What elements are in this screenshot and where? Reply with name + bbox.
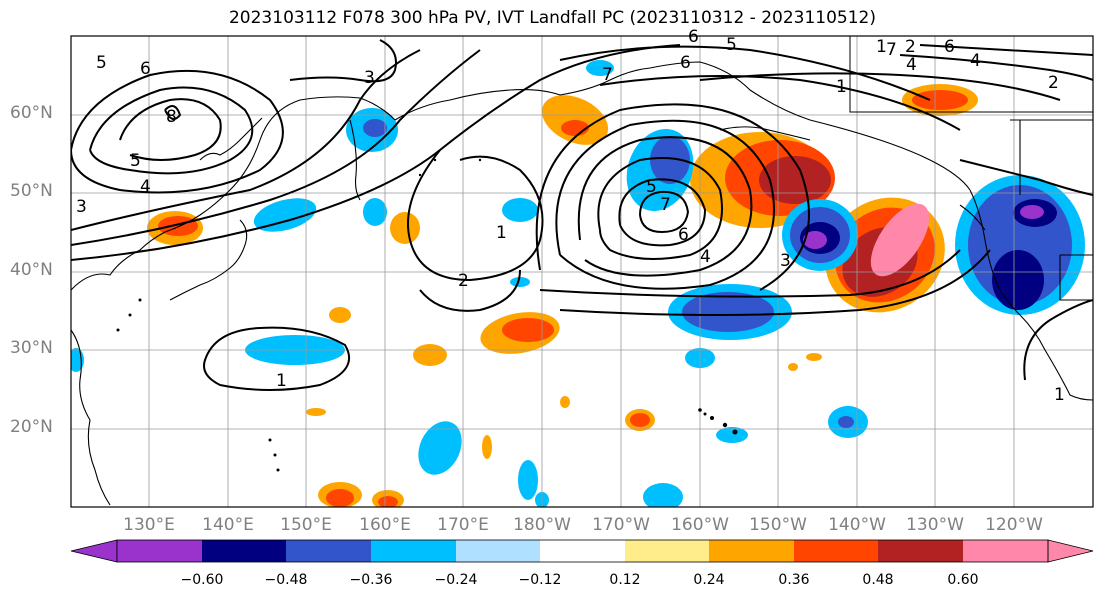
colorbar-tick-label: 0.48: [862, 572, 894, 588]
contour-label: 2: [905, 37, 916, 57]
colorbar-tick-label: 0.24: [693, 572, 725, 588]
colorbar-tick-label: −0.60: [180, 572, 224, 588]
lon-label: 180°W: [513, 515, 571, 535]
colorbar-tick-label: −0.48: [264, 572, 308, 588]
map-frame: [70, 35, 1094, 508]
contour-label: 1: [496, 223, 507, 243]
colorbar-tick-label: −0.24: [434, 572, 478, 588]
pv-contours: [71, 39, 1093, 391]
shaded-ivt-field: [71, 36, 1093, 507]
contour-label: 5: [646, 177, 657, 197]
contour-label: 6: [140, 59, 151, 79]
contour-label: 4: [906, 55, 917, 75]
lat-label: 50°N: [10, 181, 53, 201]
lat-label: 60°N: [10, 103, 53, 123]
contour-label: 2: [1048, 73, 1059, 93]
colorbar-tick-label: −0.12: [518, 572, 562, 588]
islands: [116, 158, 738, 472]
contour-label: 6: [688, 27, 699, 47]
colorbar-extend-high: [1047, 539, 1094, 563]
contour-label: 5: [130, 151, 141, 171]
contour-label: 3: [780, 251, 791, 271]
domain-box: [849, 36, 1093, 113]
contour-label: 2: [458, 271, 469, 291]
contour-label: 1: [1054, 385, 1065, 405]
positive-anomaly-shading: [147, 84, 978, 507]
lat-label: 40°N: [10, 260, 53, 280]
contour-label: 1: [276, 371, 287, 391]
colorbar-extend-low: [70, 539, 118, 563]
lon-label: 120°W: [985, 515, 1043, 535]
coastlines: [71, 61, 1093, 506]
contour-label: 3: [76, 197, 87, 217]
colorbar-tick-label: −0.36: [349, 572, 393, 588]
lat-label: 30°N: [10, 338, 53, 358]
lon-label: 160°W: [671, 515, 729, 535]
colorbar-tick-label: 0.36: [778, 572, 810, 588]
lat-label: 20°N: [10, 417, 53, 437]
contour-label: 7: [602, 65, 613, 85]
contour-label: 4: [700, 247, 711, 267]
contour-label: 6: [678, 225, 689, 245]
contour-label: 8: [166, 107, 177, 127]
lon-label: 130°E: [123, 515, 175, 535]
contour-label: 5: [726, 35, 737, 55]
contour-label: 4: [140, 177, 151, 197]
contour-label: 6: [944, 37, 955, 57]
contour-label: 1: [836, 77, 847, 97]
lon-label: 140°E: [202, 515, 254, 535]
lon-label: 130°W: [906, 515, 964, 535]
colorbar-tick-label: 0.60: [947, 572, 979, 588]
contour-label: 4: [970, 51, 981, 71]
lon-label: 160°E: [359, 515, 411, 535]
contour-label: 6: [680, 53, 691, 73]
colorbar-tick-label: 0.12: [609, 572, 641, 588]
contour-label-group: 5 6 8 5 4 3 3 6 7 5 6 4 2 1 1 7 6 4 3 2 …: [76, 27, 1065, 405]
lon-label: 150°E: [280, 515, 332, 535]
contour-label: 1: [876, 37, 887, 57]
lon-label: 170°W: [592, 515, 650, 535]
contour-label: 3: [364, 68, 375, 88]
lon-label: 150°W: [749, 515, 807, 535]
contour-label: 7: [886, 40, 897, 60]
contour-label: 5: [96, 53, 107, 73]
contour-label: 7: [660, 195, 671, 215]
lon-label: 140°W: [828, 515, 886, 535]
colorbar: [70, 539, 1094, 563]
figure-title: 2023103112 F078 300 hPa PV, IVT Landfall…: [228, 8, 876, 28]
lon-label: 170°E: [437, 515, 489, 535]
